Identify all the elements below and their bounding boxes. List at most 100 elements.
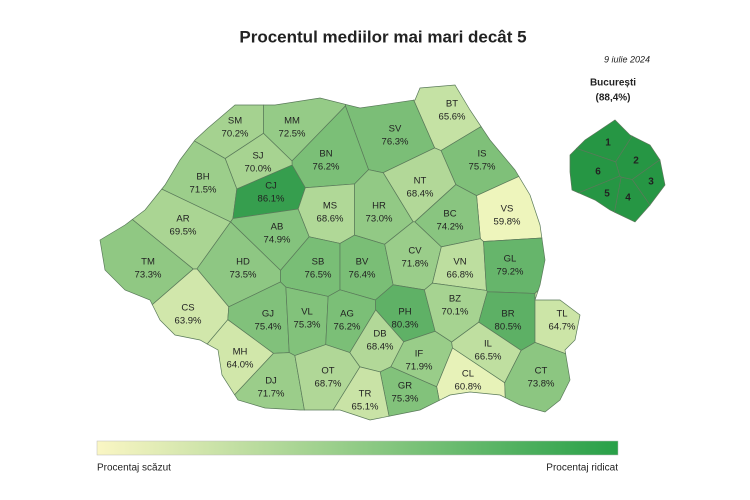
county-value: 76.5%: [305, 270, 332, 281]
county-code: IF: [415, 349, 424, 360]
county-code: SV: [389, 124, 402, 135]
county-value: 70.0%: [245, 164, 272, 175]
sector-label: 3: [648, 177, 654, 188]
county-value: 75.3%: [392, 394, 419, 405]
county-code: HD: [236, 257, 250, 268]
county-code: SB: [312, 257, 325, 268]
county-value: 64.7%: [549, 322, 576, 333]
county-value: 76.3%: [382, 137, 409, 148]
county-code: IL: [484, 339, 492, 350]
county-value: 79.2%: [497, 267, 524, 278]
county-value: 60.8%: [455, 382, 482, 393]
county-code: MH: [233, 347, 248, 358]
county-value: 80.5%: [495, 322, 522, 333]
county-code: MS: [323, 201, 337, 212]
county: [332, 366, 390, 421]
county-value: 74.9%: [264, 235, 291, 246]
county-code: TM: [141, 257, 155, 268]
bucharest-value: (88,4%): [595, 93, 630, 104]
county-code: TR: [359, 389, 372, 400]
county-code: BC: [443, 209, 456, 220]
county-value: 68.4%: [407, 189, 434, 200]
county-code: BR: [501, 309, 514, 320]
county-value: 71.9%: [406, 362, 433, 373]
county-value: 75.4%: [255, 322, 282, 333]
county-code: PH: [398, 307, 411, 318]
county-value: 64.0%: [227, 360, 254, 371]
sector-label: 5: [604, 189, 610, 200]
county-value: 63.9%: [175, 316, 202, 327]
county-value: 73.0%: [366, 214, 393, 225]
county-code: DB: [373, 329, 386, 340]
county-code: CT: [535, 366, 548, 377]
county-code: VS: [501, 204, 514, 215]
county-value: 59.8%: [494, 217, 521, 228]
legend-bar: [96, 440, 619, 456]
county-code: AG: [340, 309, 354, 320]
county-code: BZ: [449, 294, 461, 305]
county-value: 71.7%: [258, 389, 285, 400]
county-value: 73.8%: [528, 379, 555, 390]
county-code: MM: [284, 116, 300, 127]
county-code: CJ: [265, 181, 277, 192]
county-code: NT: [414, 176, 427, 187]
county-value: 73.5%: [230, 270, 257, 281]
county-code: SJ: [252, 151, 263, 162]
county: [534, 290, 581, 355]
county-code: BH: [196, 172, 209, 183]
sector: [569, 147, 621, 194]
county-value: 70.1%: [442, 307, 469, 318]
county-code: GL: [504, 254, 517, 265]
county-code: AR: [176, 214, 189, 225]
county-value: 66.5%: [475, 352, 502, 363]
county-value: 76.2%: [334, 322, 361, 333]
sector-label: 2: [633, 156, 639, 167]
sector-label: 4: [625, 193, 631, 204]
bucharest-map: 1 23 4 56: [569, 119, 666, 223]
county-code: BN: [319, 149, 332, 160]
legend-high: Procentaj ridicat: [546, 463, 618, 474]
county-value: 75.3%: [294, 320, 321, 331]
county-code: CS: [181, 303, 194, 314]
county-value: 75.7%: [469, 162, 496, 173]
county-value: 76.2%: [313, 162, 340, 173]
county: [379, 366, 440, 417]
county-value: 69.5%: [170, 227, 197, 238]
county-value: 76.4%: [349, 270, 376, 281]
sector-label: 1: [605, 138, 611, 149]
county-code: OT: [321, 366, 334, 377]
county-value: 86.1%: [258, 194, 285, 205]
county-code: AB: [271, 222, 284, 233]
county: [234, 352, 305, 411]
county-code: CL: [462, 369, 474, 380]
date: 9 iulie 2024: [604, 54, 650, 64]
county-code: BV: [356, 257, 369, 268]
county-value: 71.8%: [402, 259, 429, 270]
county-code: DJ: [265, 376, 277, 387]
county: [99, 219, 194, 306]
county-value: 74.2%: [437, 222, 464, 233]
title: Procentul mediilor mai mari decât 5: [239, 27, 526, 46]
county-code: CV: [408, 246, 422, 257]
county-value: 68.6%: [317, 214, 344, 225]
county: [436, 347, 506, 401]
county-code: VN: [453, 257, 466, 268]
county-code: HR: [372, 201, 386, 212]
county: [504, 342, 571, 413]
county-code: GR: [398, 381, 412, 392]
county-value: 80.3%: [392, 320, 419, 331]
county-value: 66.8%: [447, 270, 474, 281]
county-value: 70.2%: [222, 129, 249, 140]
county-value: 71.5%: [190, 185, 217, 196]
legend-low: Procentaj scăzut: [97, 463, 171, 474]
sector-label: 6: [595, 167, 601, 178]
county-code: IS: [478, 149, 487, 160]
county-code: SM: [228, 116, 242, 127]
county: [151, 268, 230, 345]
county-value: 65.1%: [352, 402, 379, 413]
county-value: 72.5%: [279, 129, 306, 140]
county-code: VL: [301, 307, 313, 318]
county-code: TL: [556, 309, 567, 320]
county-code: BT: [446, 99, 458, 110]
